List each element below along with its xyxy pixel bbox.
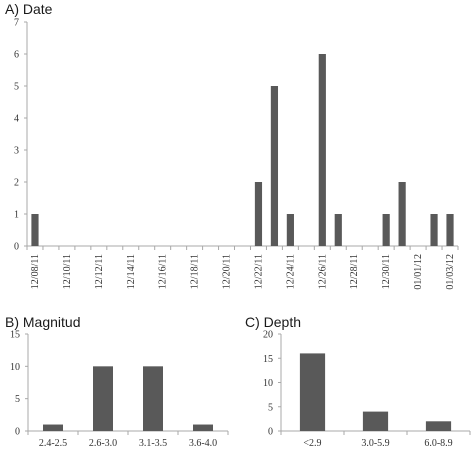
bar [362, 411, 389, 431]
x-tick-label: 12/24/11 [285, 254, 296, 289]
bar [318, 54, 326, 246]
x-tick-label: 12/30/11 [381, 254, 392, 289]
bar [270, 86, 279, 246]
y-tick-label: 3 [14, 146, 19, 157]
x-tick-label: 01/01/12 [413, 254, 424, 290]
chart-title: A) Date [5, 1, 53, 17]
y-tick-label: 5 [268, 402, 273, 413]
y-tick-label: 6 [14, 50, 19, 61]
x-tick-label: 12/26/11 [317, 254, 328, 289]
x-tick-label: 3.6-4.0 [189, 438, 217, 449]
bar [143, 366, 163, 431]
chart-title: B) Magnitud [5, 314, 80, 330]
y-tick-label: 15 [263, 354, 273, 365]
bar [382, 214, 390, 246]
x-tick-label: 3.0-5.9 [361, 438, 389, 449]
y-tick-label: 7 [14, 18, 19, 29]
y-tick-label: 0 [14, 242, 19, 253]
y-tick-label: 10 [10, 362, 20, 373]
y-tick-label: 10 [263, 378, 273, 389]
bar [286, 214, 294, 246]
bar [334, 214, 342, 246]
bar [43, 424, 63, 431]
bar [446, 214, 454, 246]
bar [425, 421, 452, 431]
y-tick-label: 0 [268, 427, 273, 438]
x-tick-label: 12/20/11 [222, 254, 233, 289]
x-tick-label: 12/28/11 [349, 254, 360, 289]
y-tick-label: 5 [14, 82, 19, 93]
x-tick-label: 12/16/11 [158, 254, 169, 289]
x-tick-label: <2.9 [303, 438, 321, 449]
x-tick-label: 12/12/11 [94, 254, 105, 289]
chart-depth: C) Depth 0 5 10 15 20 <2.9 3.0-5.9 6.0-8.9 [245, 314, 471, 449]
y-tick-label: 2 [14, 178, 19, 189]
chart-date: A) Date 0 1 2 3 4 5 6 7 12/08/11 12/10/11 12/12/11 1… [5, 1, 459, 290]
y-tick-label: 15 [10, 330, 20, 341]
x-tick-label: 6.0-8.9 [424, 438, 452, 449]
bar [93, 366, 113, 431]
x-tick-label: 3.1-3.5 [139, 438, 167, 449]
x-tick-label: 12/18/11 [190, 254, 201, 289]
bar [299, 353, 326, 431]
y-tick-label: 20 [263, 330, 273, 341]
y-tick-label: 0 [15, 427, 20, 438]
chart-title: C) Depth [245, 314, 301, 330]
chart-magnitud: B) Magnitud 0 5 10 15 2.4-2.5 2.6-3.0 3.1-3.5 3.… [5, 314, 229, 449]
x-tick-label: 2.6-3.0 [89, 438, 117, 449]
y-tick-label: 1 [14, 210, 19, 221]
x-tick-label: 2.4-2.5 [39, 438, 67, 449]
y-tick-label: 5 [15, 394, 20, 405]
x-tick-label: 01/03/12 [445, 254, 456, 290]
bar [31, 214, 39, 246]
x-tick-label: 12/14/11 [126, 254, 137, 289]
x-tick-label: 12/08/11 [30, 254, 41, 289]
bar [254, 182, 263, 246]
x-tick-label: 12/10/11 [62, 254, 73, 289]
x-tick-label: 12/22/11 [253, 254, 264, 289]
y-tick-label: 4 [14, 114, 19, 125]
bar [398, 182, 406, 246]
bar [193, 424, 213, 431]
bar [430, 214, 438, 246]
